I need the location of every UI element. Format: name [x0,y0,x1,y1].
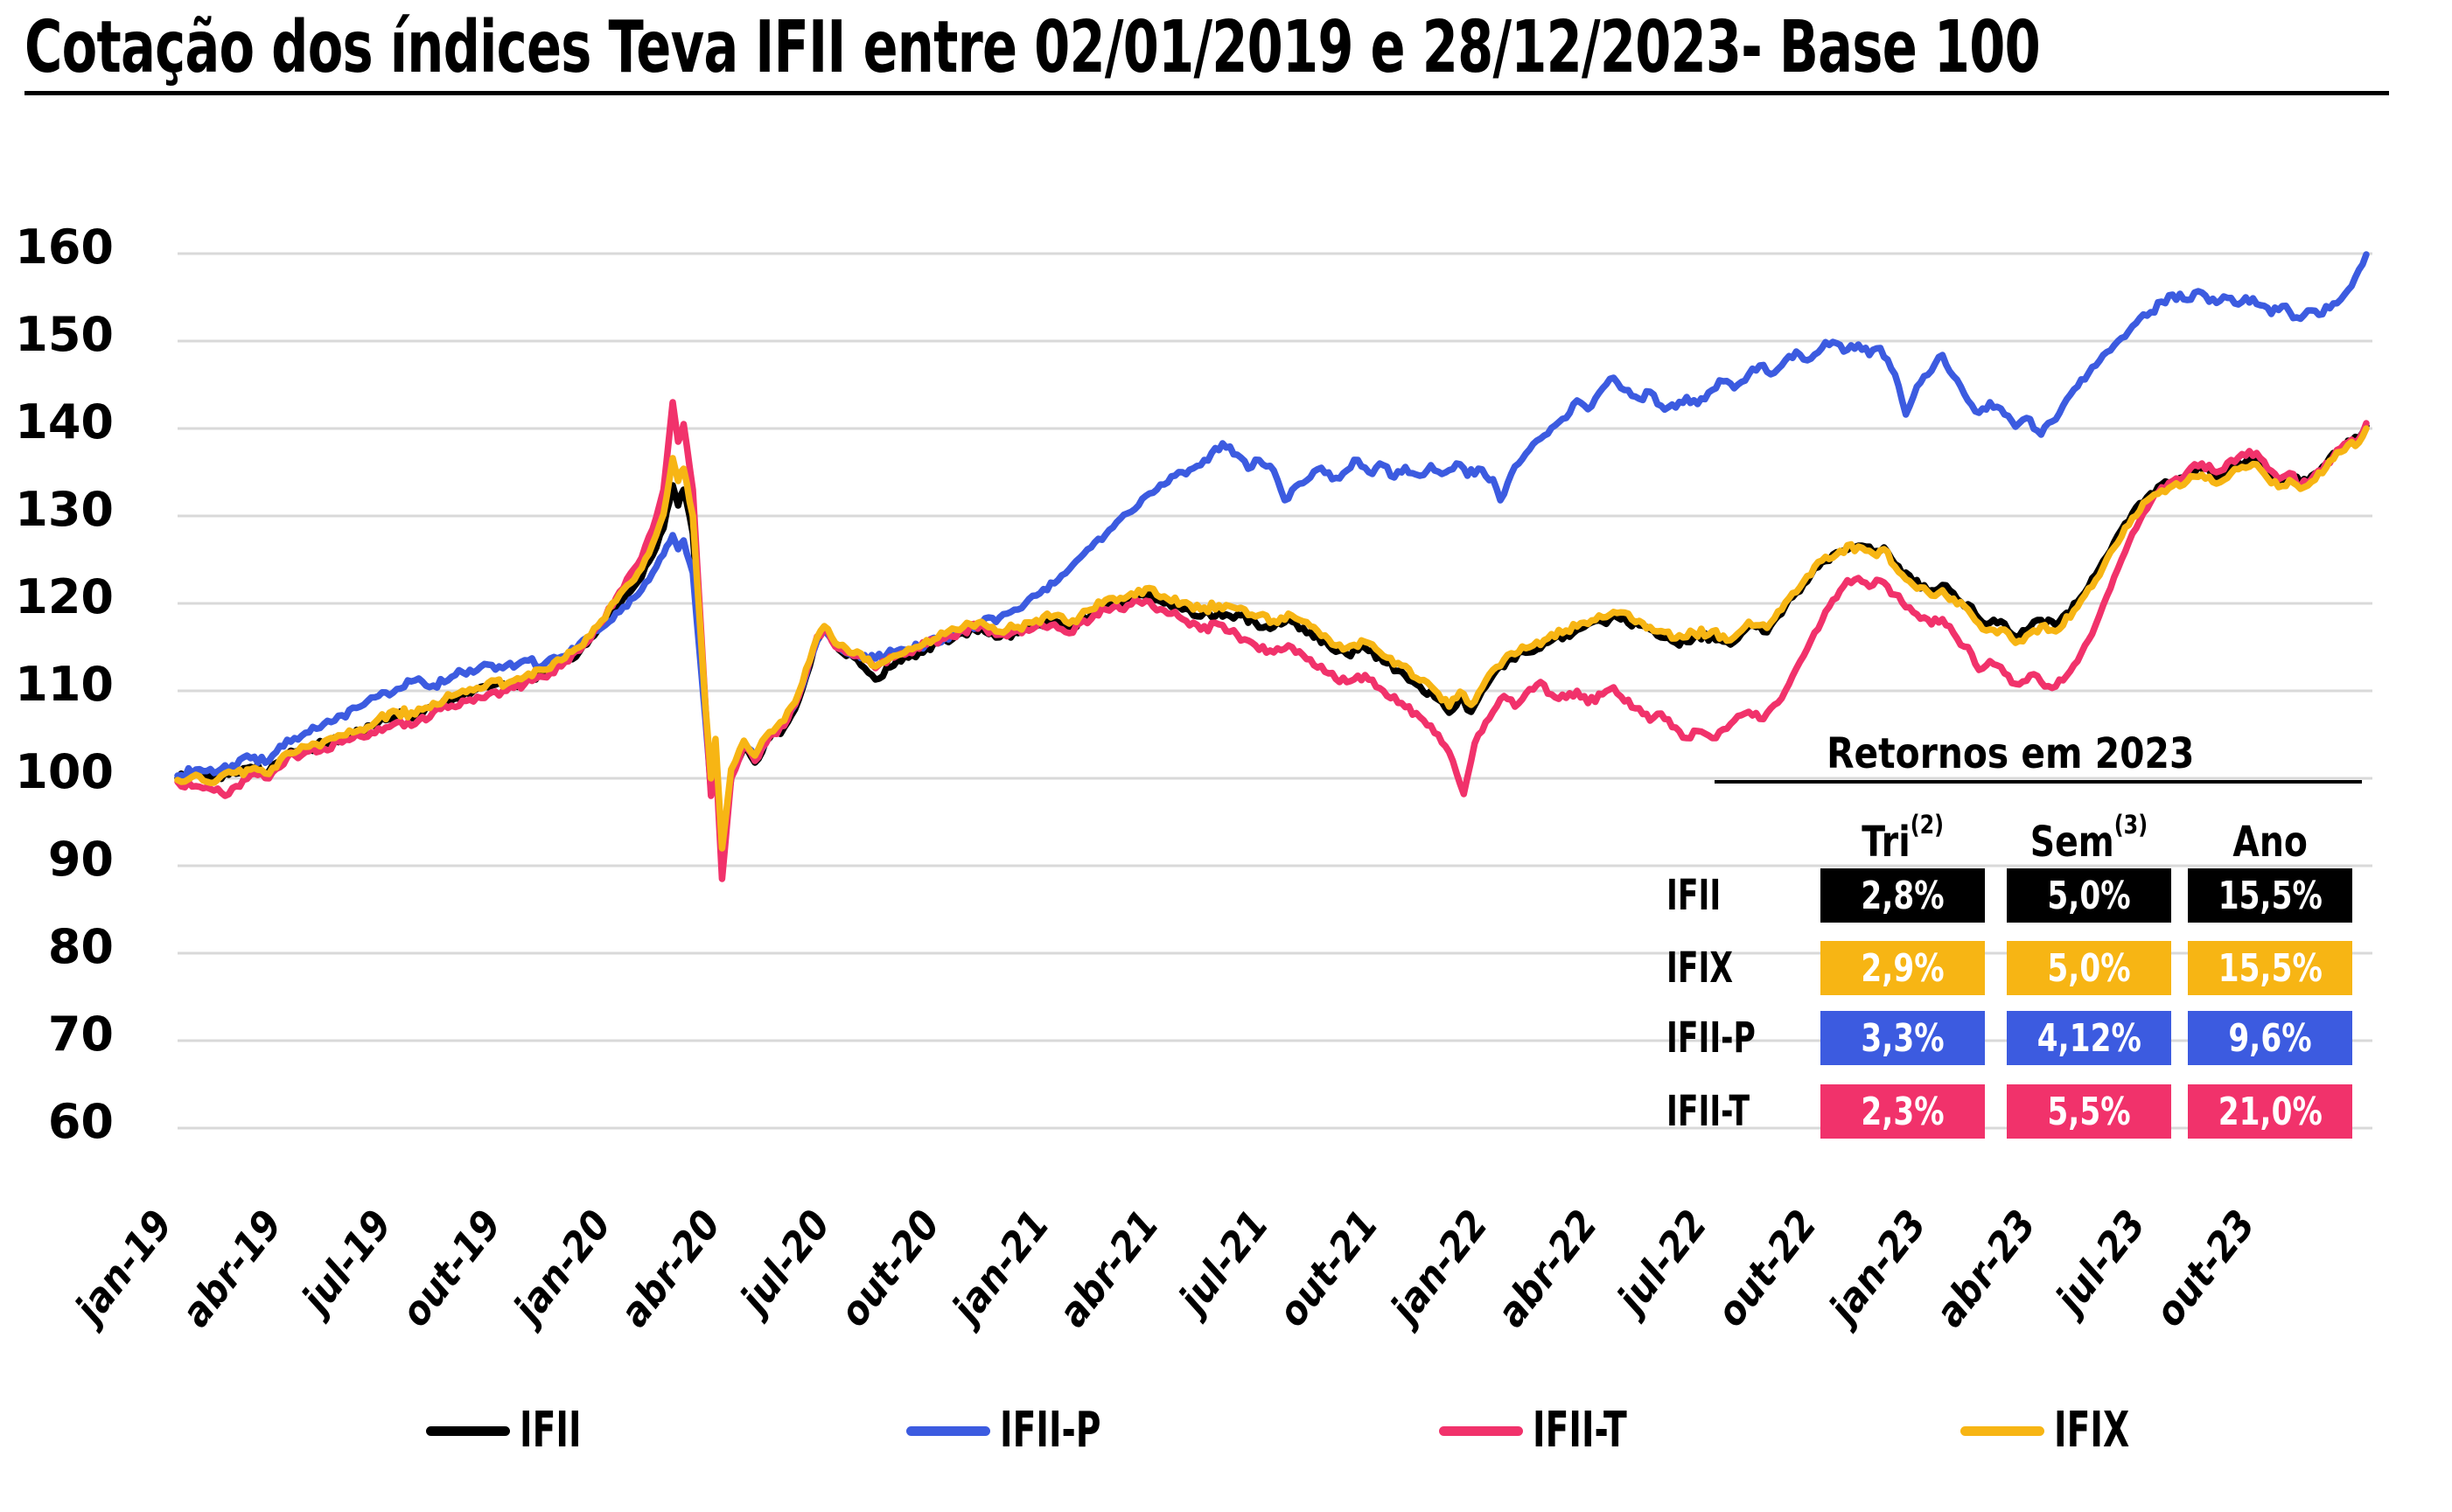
legend-item-ifii: IFII [426,1406,608,1455]
y-axis-label: 90 [48,832,114,887]
y-axis-label: 110 [15,657,114,712]
x-axis-label: abr-23 [1926,1202,2045,1335]
cell-ifix-tri: 2,9% [1820,941,1985,995]
cell-ifii-p-ano: 9,6% [2188,1011,2352,1065]
x-axis-label: jul-21 [1167,1202,1278,1326]
y-axis-label: 60 [48,1094,114,1149]
row-label-ifix: IFIX [1666,944,1733,993]
x-axis-label: out-21 [1268,1202,1387,1335]
cell-ifii-t-ano: 21,0% [2188,1084,2352,1139]
y-axis-label: 140 [15,394,114,449]
page-title-text: Cotação dos índices Teva IFII entre 02/0… [24,6,2041,89]
series-line-ifii [174,422,2370,856]
legend-swatch-ifix [1960,1425,2044,1436]
x-axis-label: jul-22 [1605,1202,1716,1326]
legend-item-ifii-p: IFII-P [906,1406,1144,1455]
legend-swatch-ifii [426,1425,510,1436]
x-axis-label: jul-19 [290,1202,401,1326]
cell-ifii-t-sem: 5,5% [2007,1084,2171,1139]
cell-ifii-tri: 2,8% [1820,868,1985,923]
x-axis-label: out-23 [2146,1202,2265,1335]
legend-item-ifix: IFIX [1960,1406,2162,1455]
cell-ifii-t-tri: 2,3% [1820,1084,1985,1139]
x-axis-label: jan-22 [1379,1202,1498,1335]
x-axis-label: jan-20 [501,1202,620,1335]
footnote-marker: (2) [1910,810,1944,840]
x-axis-label: jan-19 [63,1202,182,1335]
column-header-sem: Sem(3) [2029,810,2148,867]
y-axis-label: 150 [15,307,114,362]
y-axis-label: 120 [15,569,114,624]
cell-ifii-ano: 15,5% [2188,868,2352,923]
column-header-tri: Tri(2) [1862,810,1944,867]
x-axis-label: jan-23 [1817,1202,1936,1335]
row-label-ifii-p: IFII-P [1666,1014,1756,1063]
cell-ifix-sem: 5,0% [2007,941,2171,995]
x-axis-label: abr-21 [1050,1202,1169,1335]
y-axis-label: 160 [15,219,114,275]
x-axis-label: abr-19 [172,1202,291,1335]
x-axis-label: out-22 [1708,1202,1827,1335]
cell-ifii-p-sem: 4,12% [2007,1011,2171,1065]
legend-label-ifix: IFIX [2054,1402,2130,1459]
x-axis-label: out-19 [392,1202,511,1335]
series-line-ifii-p [174,251,2370,861]
column-header-ano: Ano [2232,818,2308,867]
legend-swatch-ifii-p [906,1425,990,1436]
cell-ifix-ano: 15,5% [2188,941,2352,995]
page-title: Cotação dos índices Teva IFII entre 02/0… [24,10,2452,86]
x-axis-label: abr-20 [611,1202,730,1335]
row-label-ifii: IFII [1666,871,1722,920]
legend-item-ifii-t: IFII-T [1439,1406,1667,1455]
series-line-ifii-t [174,399,2370,882]
row-label-ifii-t: IFII-T [1666,1087,1750,1136]
x-axis-label: abr-22 [1488,1202,1607,1335]
legend-label-ifii: IFII [520,1402,582,1459]
x-axis-label: out-20 [830,1202,949,1335]
y-axis-label: 100 [15,744,114,799]
series-line-ifix [174,425,2370,852]
x-axis-label: jul-20 [729,1202,840,1326]
y-axis-label: 80 [48,919,114,974]
y-axis-label: 70 [48,1007,114,1062]
cell-ifii-p-tri: 3,3% [1820,1011,1985,1065]
returns-table-title: Retornos em 2023 [1826,729,2195,778]
y-axis-label: 130 [15,482,114,537]
legend-swatch-ifii-t [1439,1425,1523,1436]
x-axis-label: jan-21 [940,1202,1059,1335]
legend-label-ifii-p: IFII-P [1000,1402,1101,1459]
x-axis-label: jul-23 [2043,1202,2155,1326]
title-underline [24,91,2389,95]
legend-label-ifii-t: IFII-T [1533,1402,1627,1459]
footnote-marker: (3) [2113,810,2148,840]
returns-table-underline [1715,780,2362,784]
cell-ifii-sem: 5,0% [2007,868,2171,923]
